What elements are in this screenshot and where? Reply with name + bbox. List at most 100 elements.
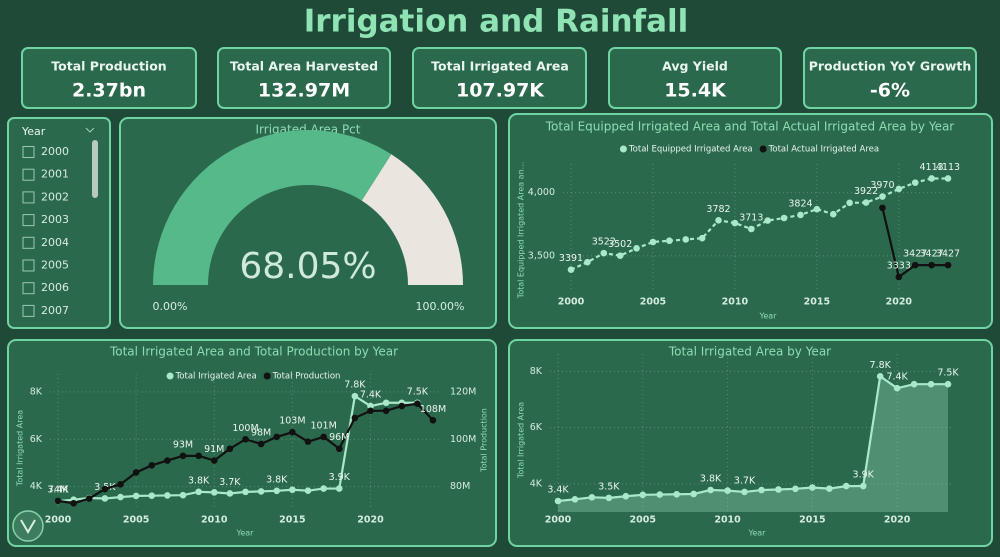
data-label: 3.7K <box>734 475 756 486</box>
x-tick-label: 2010 <box>714 515 741 526</box>
data-label: 101M <box>310 420 336 431</box>
page-title: Irrigation and Rainfall <box>304 4 689 40</box>
data-point <box>351 414 359 422</box>
data-point <box>195 452 202 460</box>
data-point <box>210 489 218 496</box>
legend-label: Total Production <box>272 372 341 382</box>
data-point <box>656 491 664 498</box>
x-axis-title: Year <box>759 312 778 321</box>
slicer-item[interactable]: 2007 <box>41 304 69 317</box>
kpi-label: Total Irrigated Area <box>431 59 569 74</box>
x-tick-label: 2020 <box>357 515 384 526</box>
slicer-item[interactable]: 2006 <box>41 281 69 294</box>
data-point <box>414 400 421 408</box>
data-point <box>633 245 640 252</box>
chevron[interactable] <box>85 127 95 133</box>
data-point <box>600 249 608 257</box>
data-point <box>758 486 765 494</box>
data-label: 3.8K <box>266 474 288 485</box>
data-point <box>927 380 935 388</box>
data-point <box>257 440 265 448</box>
x-tick-label: 2015 <box>804 297 830 308</box>
data-point <box>944 175 952 182</box>
chart-title: Total Irrigated Area by Year <box>668 345 831 359</box>
scrollbar[interactable] <box>92 140 98 198</box>
data-label: 93M <box>173 439 193 450</box>
gauge-max-label: 100.00% <box>416 300 465 313</box>
data-point <box>859 482 867 490</box>
x-tick-label: 2005 <box>640 297 666 308</box>
data-label: 91M <box>204 444 224 455</box>
data-point <box>928 175 935 182</box>
slicer-checkbox[interactable] <box>22 259 35 272</box>
data-point <box>164 492 171 499</box>
gauge-track <box>361 154 463 285</box>
data-point <box>588 494 596 501</box>
data-point <box>320 433 327 441</box>
data-point <box>257 488 265 495</box>
data-point <box>826 485 833 492</box>
x-tick-label: 2010 <box>201 515 228 526</box>
data-point <box>813 205 821 213</box>
data-point <box>273 487 281 495</box>
slicer-item[interactable]: 2000 <box>41 145 69 158</box>
slicer-checkbox[interactable] <box>22 146 35 158</box>
data-point <box>289 486 296 494</box>
data-point <box>698 234 706 242</box>
slicer-checkbox[interactable] <box>22 236 35 249</box>
x-tick-label: 2000 <box>558 297 585 308</box>
chart-panel <box>7 339 497 547</box>
data-point <box>944 261 952 269</box>
data-point <box>398 402 406 410</box>
slicer-item[interactable]: 2001 <box>41 168 69 181</box>
y2-tick-label: 80M <box>450 481 470 492</box>
data-point <box>226 490 234 497</box>
data-point <box>829 210 837 218</box>
slicer-checkbox[interactable] <box>22 304 35 317</box>
data-point <box>584 258 591 266</box>
slicer-item[interactable]: 2005 <box>41 259 69 272</box>
data-label: 3522 <box>592 237 616 248</box>
data-label: 7.8K <box>344 380 366 391</box>
data-point <box>567 266 575 273</box>
kpi-label: Total Area Harvested <box>230 59 378 74</box>
chart-panel <box>508 113 993 329</box>
data-point <box>944 380 952 388</box>
data-point <box>741 488 748 496</box>
legend-marker <box>619 145 627 153</box>
data-point <box>101 495 109 502</box>
data-point <box>132 469 140 476</box>
data-point <box>242 488 249 496</box>
data-point <box>780 214 788 222</box>
data-point <box>179 452 187 460</box>
data-label: 3824 <box>788 198 812 209</box>
legend-marker <box>263 372 271 380</box>
data-point <box>879 193 886 200</box>
data-label: 3502 <box>608 239 632 250</box>
data-point <box>911 261 919 269</box>
x-tick-label: 2020 <box>884 515 911 526</box>
data-label: 3427 <box>903 249 927 260</box>
slicer-checkbox[interactable] <box>22 214 35 227</box>
data-point <box>673 490 680 498</box>
data-point <box>382 407 390 415</box>
y2-tick-label: 120M <box>450 386 476 397</box>
y-tick-label: 4K <box>530 478 543 489</box>
slicer-item[interactable]: 2004 <box>41 236 69 249</box>
data-point <box>304 487 312 494</box>
slicer-item[interactable]: 2002 <box>41 190 69 203</box>
slicer-checkbox[interactable] <box>22 282 35 295</box>
kpi-value: 2.37bn <box>72 80 146 102</box>
slicer-checkbox[interactable] <box>22 168 35 181</box>
slicer-checkbox[interactable] <box>22 191 35 204</box>
data-point <box>117 480 124 488</box>
slicer-item[interactable]: 2003 <box>41 213 69 226</box>
kpi-card <box>217 47 391 109</box>
data-label: 3782 <box>706 204 730 215</box>
year-slicer: Year 2000 2001 2002 2003 2004 2005 2006 2007 <box>21 125 98 317</box>
data-point <box>382 399 390 407</box>
y-axis-title: Total Irrigated Area <box>16 410 25 487</box>
data-label: 108M <box>420 404 446 415</box>
data-point <box>226 445 234 453</box>
data-point <box>429 416 437 424</box>
